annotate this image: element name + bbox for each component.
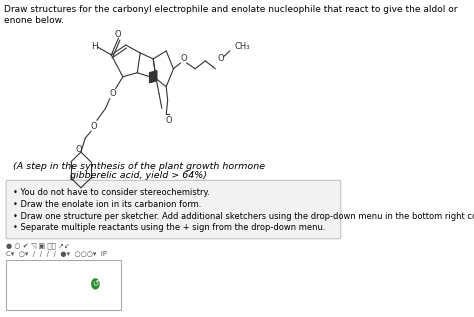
Text: • Draw one structure per sketcher. Add additional sketchers using the drop-down : • Draw one structure per sketcher. Add a… (13, 211, 474, 221)
Text: ↺: ↺ (92, 279, 99, 288)
Text: O: O (217, 55, 224, 63)
Text: O: O (91, 122, 97, 131)
Circle shape (92, 279, 99, 289)
Text: ● ○ ✔ ◹ ▣ 🔍🔍 ↗↙: ● ○ ✔ ◹ ▣ 🔍🔍 ↗↙ (6, 242, 70, 249)
Text: O: O (180, 55, 187, 63)
FancyBboxPatch shape (6, 180, 341, 239)
Text: H: H (91, 42, 98, 51)
Text: • You do not have to consider stereochemistry.: • You do not have to consider stereochem… (13, 188, 210, 197)
Polygon shape (150, 71, 157, 83)
Text: gibberelic acid, yield > 64%): gibberelic acid, yield > 64%) (70, 171, 207, 180)
Text: O: O (114, 29, 121, 39)
Text: Draw structures for the carbonyl electrophile and enolate nucleophile that react: Draw structures for the carbonyl electro… (4, 5, 458, 25)
Text: O: O (109, 89, 116, 98)
Text: • Draw the enolate ion in its carbanion form.: • Draw the enolate ion in its carbanion … (13, 200, 201, 209)
Text: (A step in the synthesis of the plant growth hormone: (A step in the synthesis of the plant gr… (13, 162, 265, 171)
Text: C▾  ○▾  /  /  /  /  ●▾  ○○○▾  IP: C▾ ○▾ / / / / ●▾ ○○○▾ IP (6, 251, 107, 257)
Bar (6, 260, 121, 310)
Text: O: O (75, 145, 82, 153)
Text: • Separate multiple reactants using the + sign from the drop-down menu.: • Separate multiple reactants using the … (13, 223, 326, 232)
Text: CH₃: CH₃ (234, 42, 250, 51)
Text: O: O (165, 116, 172, 125)
